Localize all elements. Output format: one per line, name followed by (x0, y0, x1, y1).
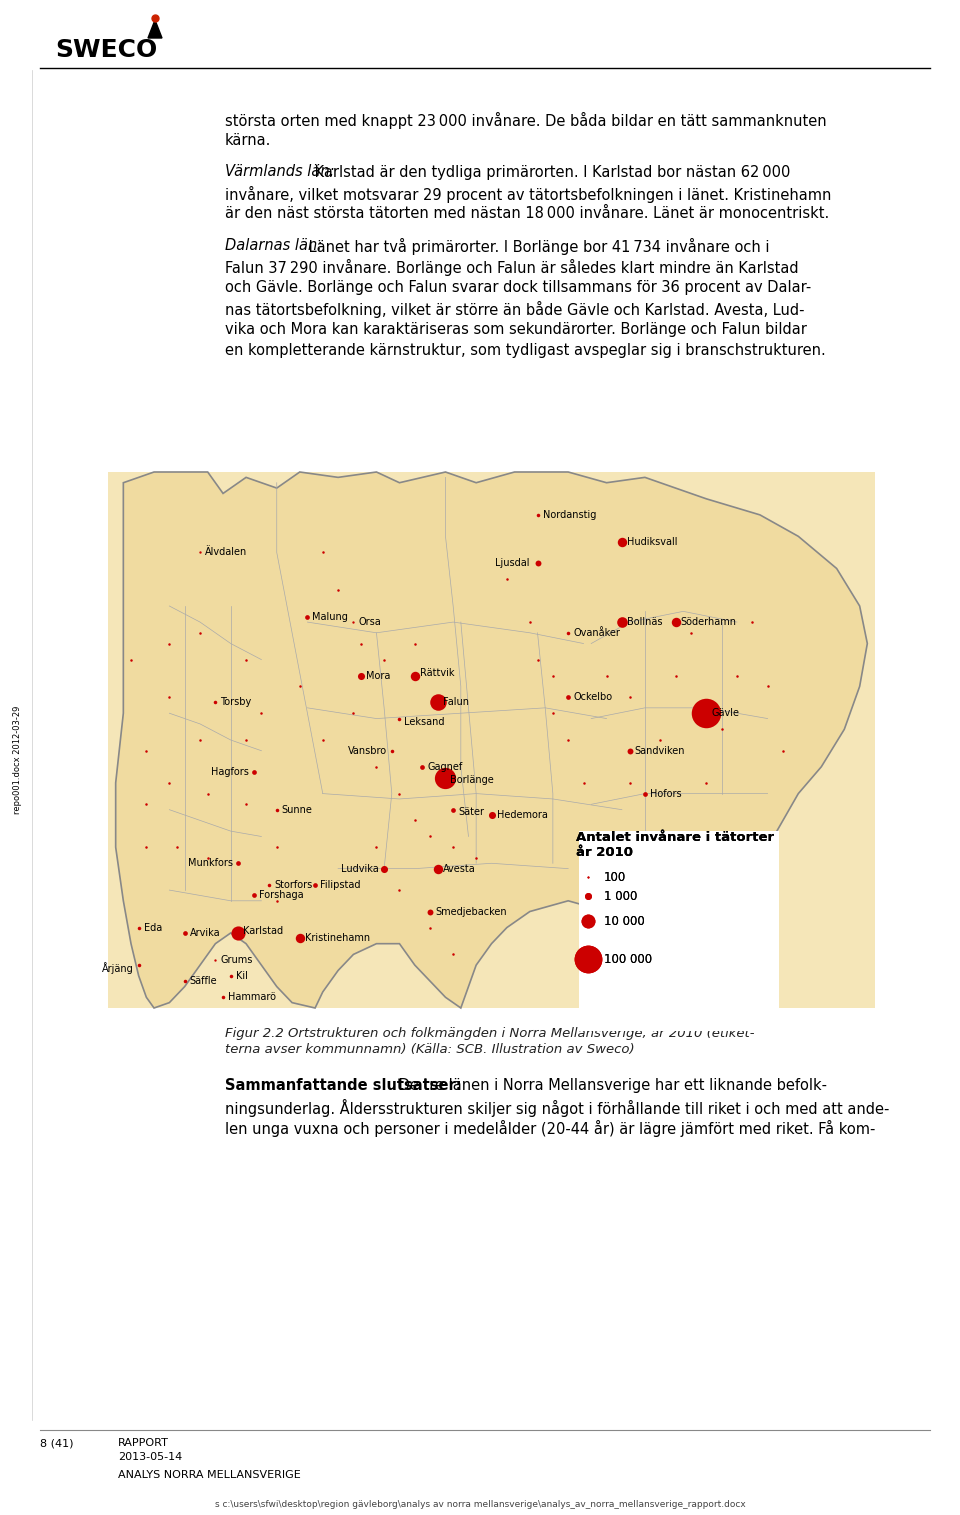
Text: RAPPORT: RAPPORT (118, 1438, 169, 1448)
Text: 100 000: 100 000 (604, 953, 652, 965)
Text: Munkfors: Munkfors (188, 859, 233, 868)
Text: Nordanstig: Nordanstig (542, 511, 596, 520)
Text: SWECO: SWECO (55, 38, 157, 62)
Text: är den näst största tätorten med nästan 18 000 invånare. Länet är monocentriskt.: är den näst största tätorten med nästan … (225, 206, 829, 221)
Text: Sunne: Sunne (281, 804, 313, 815)
Text: Säffle: Säffle (190, 976, 217, 986)
Text: 100 000: 100 000 (604, 953, 652, 965)
Text: Rättvik: Rättvik (420, 668, 454, 677)
Text: 2013-05-14: 2013-05-14 (118, 1451, 182, 1462)
Text: 10 000: 10 000 (604, 915, 644, 927)
Text: Dalarnas län:: Dalarnas län: (225, 238, 323, 253)
Text: 8 (41): 8 (41) (40, 1438, 74, 1448)
Text: Älvdalen: Älvdalen (205, 547, 248, 558)
Text: Kil: Kil (236, 971, 248, 980)
Text: 1 000: 1 000 (604, 889, 637, 903)
Text: Vansbro: Vansbro (348, 745, 387, 756)
Text: Eda: Eda (144, 923, 162, 933)
Text: Hofors: Hofors (650, 789, 682, 798)
Text: Grums: Grums (221, 954, 252, 965)
Text: Antalet invånare i tätorter
år 2010: Antalet invånare i tätorter år 2010 (576, 832, 774, 859)
Text: Karlstad: Karlstad (244, 926, 283, 936)
Text: Värmlands län:: Värmlands län: (225, 165, 334, 179)
Text: Bollnäs: Bollnäs (627, 617, 662, 627)
Text: 100: 100 (613, 880, 636, 892)
Text: Ovanåker: Ovanåker (573, 627, 620, 638)
Text: Torsby: Torsby (221, 697, 252, 708)
Text: Säter: Säter (458, 806, 484, 817)
Text: Ljusdal: Ljusdal (495, 558, 530, 568)
Text: Avesta: Avesta (443, 864, 475, 874)
Text: invånare, vilket motsvarar 29 procent av tätortsbefolkningen i länet. Kristineha: invånare, vilket motsvarar 29 procent av… (225, 185, 831, 203)
Text: 000: 000 (613, 900, 636, 914)
Text: Söderhamn: Söderhamn (681, 617, 736, 627)
Text: 000: 000 (613, 976, 636, 988)
Text: 100: 100 (604, 871, 626, 883)
Text: Hammarö: Hammarö (228, 992, 276, 1003)
Text: terna avser kommunnamn) (Källa: SCB. Illustration av Sweco): terna avser kommunnamn) (Källa: SCB. Ill… (225, 1042, 635, 1056)
Text: Storfors: Storfors (274, 880, 312, 889)
Text: största orten med knappt 23 000 invånare. De båda bildar en tätt sammanknuten: största orten med knappt 23 000 invånare… (225, 112, 827, 129)
Bar (108, 473, 875, 1007)
Text: 100: 100 (604, 871, 626, 883)
Text: Figur 2.2 Ortstrukturen och folkmängden i Norra Mellansverige, år 2010 (etiket-: Figur 2.2 Ortstrukturen och folkmängden … (225, 1026, 755, 1039)
Text: och Gävle. Borlänge och Falun svarar dock tillsammans för 36 procent av Dalar-: och Gävle. Borlänge och Falun svarar doc… (225, 280, 811, 295)
Polygon shape (115, 473, 867, 1007)
Text: Falun: Falun (443, 697, 468, 708)
Bar (579, 832, 779, 1032)
Text: 000: 000 (613, 930, 636, 942)
Text: Filipstad: Filipstad (320, 880, 361, 889)
Text: Ockelbo: Ockelbo (573, 692, 612, 701)
Text: Årjäng: Årjäng (102, 962, 133, 974)
Polygon shape (148, 20, 162, 38)
Text: Ludvika: Ludvika (342, 864, 379, 874)
Text: Borlänge: Borlänge (450, 774, 494, 785)
Text: len unga vuxna och personer i medelålder (20-44 år) är lägre jämfört med riket. : len unga vuxna och personer i medelålder… (225, 1120, 876, 1138)
Text: Gagnef: Gagnef (427, 762, 463, 771)
Text: vika och Mora kan karaktäriseras som sekundärorter. Borlänge och Falun bildar: vika och Mora kan karaktäriseras som sek… (225, 323, 806, 336)
Text: Smedjebacken: Smedjebacken (435, 906, 507, 917)
Text: Antalet invånare i tätorter
år 2010: Antalet invånare i tätorter år 2010 (576, 832, 774, 859)
Text: Mora: Mora (366, 671, 391, 680)
Text: 10 000: 10 000 (604, 915, 644, 927)
Text: Hedemora: Hedemora (496, 811, 547, 820)
Text: repo001.docx 2012-03-29: repo001.docx 2012-03-29 (13, 706, 22, 814)
Text: Sandviken: Sandviken (635, 745, 685, 756)
Text: Hagfors: Hagfors (211, 767, 249, 777)
Text: Sammanfattande slutsatser:: Sammanfattande slutsatser: (225, 1079, 462, 1092)
Text: kärna.: kärna. (225, 133, 272, 148)
Text: Hudiksvall: Hudiksvall (627, 536, 678, 547)
Text: Orsa: Orsa (358, 617, 381, 627)
Text: en kompletterande kärnstruktur, som tydligast avspeglar sig i branschstrukturen.: en kompletterande kärnstruktur, som tydl… (225, 342, 826, 358)
Text: Leksand: Leksand (404, 717, 444, 727)
Text: Antalet invånare i tätorter
år 2010: Antalet invånare i tätorter år 2010 (584, 836, 769, 865)
Text: Falun 37 290 invånare. Borlänge och Falun är således klart mindre än Karlstad: Falun 37 290 invånare. Borlänge och Falu… (225, 259, 799, 276)
Text: ningsunderlag. Åldersstrukturen skiljer sig något i förhållande till riket i och: ningsunderlag. Åldersstrukturen skiljer … (225, 1098, 889, 1117)
Text: Karlstad är den tydliga primärorten. I Karlstad bor nästan 62 000: Karlstad är den tydliga primärorten. I K… (310, 165, 791, 179)
Text: s c:\users\sfwi\desktop\region gävleborg\analys av norra mellansverige\analys_av: s c:\users\sfwi\desktop\region gävleborg… (215, 1500, 745, 1509)
Text: ANALYS NORRA MELLANSVERIGE: ANALYS NORRA MELLANSVERIGE (118, 1470, 300, 1480)
Text: Forshaga: Forshaga (259, 891, 303, 900)
Text: nas tätortsbefolkning, vilket är större än både Gävle och Karlstad. Avesta, Lud-: nas tätortsbefolkning, vilket är större … (225, 301, 804, 318)
Text: 1 000: 1 000 (604, 889, 637, 903)
Text: Kristinehamn: Kristinehamn (304, 933, 370, 944)
Text: Malung: Malung (312, 612, 348, 621)
Text: Arvika: Arvika (190, 929, 221, 938)
Text: Gävle: Gävle (711, 708, 739, 718)
Text: De tre länen i Norra Mellansverige har ett liknande befolk-: De tre länen i Norra Mellansverige har e… (394, 1079, 827, 1092)
Text: Länet har två primärorter. I Borlänge bor 41 734 invånare och i: Länet har två primärorter. I Borlänge bo… (304, 238, 770, 255)
